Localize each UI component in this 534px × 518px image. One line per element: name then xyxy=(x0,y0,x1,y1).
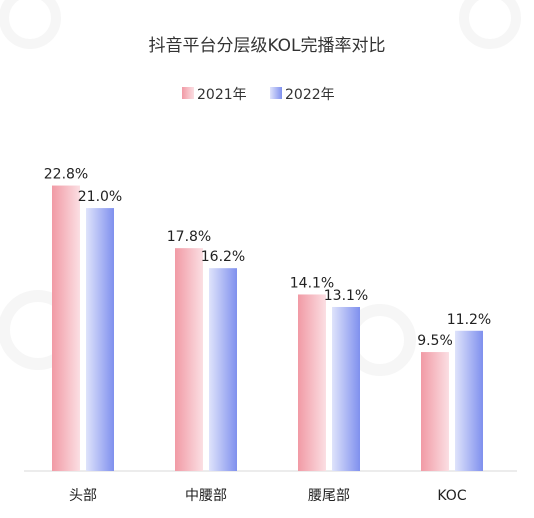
x-tick-label-1: 头部 xyxy=(69,488,97,504)
data-label-2021-1: 22.8% xyxy=(44,167,88,183)
chart-title: 抖音平台分层级KOL完播率对比 xyxy=(148,36,385,56)
legend-label-1: 2021年 xyxy=(197,87,247,103)
legend-label-2: 2022年 xyxy=(285,87,335,103)
legend: 2021年 2022年 xyxy=(182,87,335,103)
data-label-2021-3: 14.1% xyxy=(290,275,334,291)
x-tick-label-2: 中腰部 xyxy=(185,488,227,504)
data-label-2022-4: 11.2% xyxy=(447,312,491,328)
data-label-2021-4: 9.5% xyxy=(417,333,453,349)
x-tick-label-4: KOC xyxy=(437,488,466,504)
x-tick-labels: 头部 中腰部 腰尾部 KOC xyxy=(69,488,467,504)
data-label-2022-1: 21.0% xyxy=(78,189,122,205)
bar-2022-4 xyxy=(455,330,483,471)
data-labels-group: 22.8% 21.0% 17.8% 16.2% 14.1%13.1% 9.5% 11.2% xyxy=(44,167,491,350)
bars-group xyxy=(52,185,483,471)
bar-2022-1 xyxy=(86,208,114,471)
bar-2022-2 xyxy=(209,268,237,471)
bar-2021-3 xyxy=(298,294,326,471)
bar-2021-4 xyxy=(421,352,449,471)
bar-2021-2 xyxy=(175,248,203,471)
data-label-2021-2: 17.8% xyxy=(167,229,211,245)
bar-2021-1 xyxy=(52,185,80,471)
legend-swatch-2 xyxy=(270,87,282,99)
data-label-2022-2: 16.2% xyxy=(201,249,245,265)
data-label-2022-3: 13.1% xyxy=(324,288,368,304)
x-tick-label-3: 腰尾部 xyxy=(308,488,350,504)
bar-2022-3 xyxy=(332,306,360,471)
legend-swatch-1 xyxy=(182,87,194,99)
